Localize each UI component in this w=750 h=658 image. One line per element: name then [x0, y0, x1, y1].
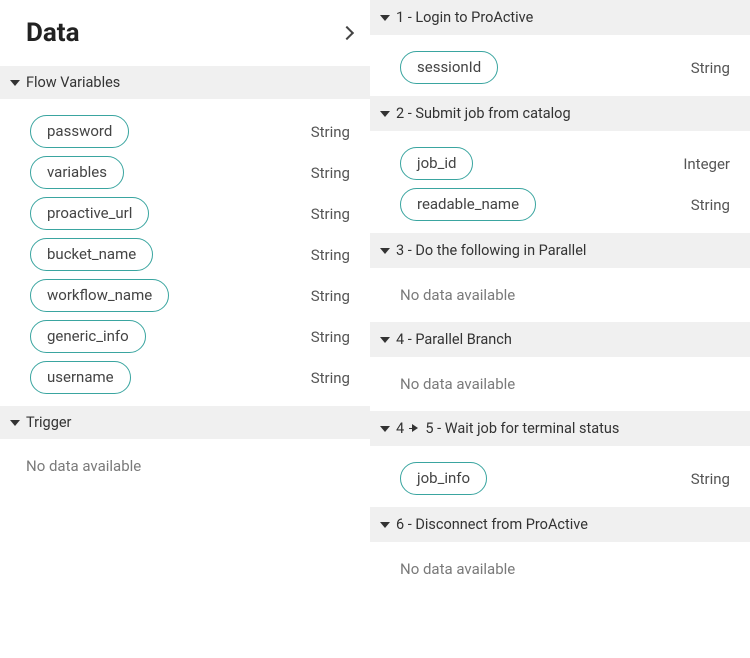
variable-pill[interactable]: generic_info	[30, 320, 146, 353]
variable-type: String	[691, 59, 738, 77]
variable-row: username String	[30, 361, 358, 394]
variable-row: sessionId String	[400, 51, 738, 84]
variable-pill[interactable]: readable_name	[400, 188, 536, 221]
arrow-right-icon	[412, 424, 418, 432]
variable-type: String	[311, 369, 358, 387]
step-variables-list: sessionId String	[370, 35, 750, 96]
empty-message: No data available	[370, 268, 750, 322]
variable-type: String	[311, 287, 358, 305]
variable-type: String	[691, 470, 738, 488]
variable-row: job_info String	[400, 462, 738, 495]
caret-down-icon	[380, 426, 390, 432]
variable-type: Integer	[683, 155, 738, 173]
variable-type: String	[691, 196, 738, 214]
variable-pill[interactable]: workflow_name	[30, 279, 169, 312]
variable-pill[interactable]: sessionId	[400, 51, 498, 84]
caret-down-icon	[380, 15, 390, 21]
step-title: 2 - Submit job from catalog	[396, 105, 571, 122]
variable-pill[interactable]: username	[30, 361, 131, 394]
variable-row: password String	[30, 115, 358, 148]
step-variables-list: job_info String	[370, 446, 750, 507]
empty-message: No data available	[0, 439, 370, 493]
variable-row: proactive_url String	[30, 197, 358, 230]
step-header[interactable]: 4 - Parallel Branch	[370, 322, 750, 357]
panel-header: Data	[0, 0, 370, 66]
section-header-flow-variables[interactable]: Flow Variables	[0, 66, 370, 99]
variable-pill[interactable]: bucket_name	[30, 238, 153, 271]
empty-message: No data available	[370, 542, 750, 596]
variable-type: String	[311, 328, 358, 346]
empty-message: No data available	[370, 357, 750, 411]
step-header[interactable]: 4 5 - Wait job for terminal status	[370, 411, 750, 446]
caret-down-icon	[10, 80, 20, 86]
right-column: 1 - Login to ProActive sessionId String 2 -…	[370, 0, 750, 658]
variable-row: bucket_name String	[30, 238, 358, 271]
left-column: Data Flow Variables passwordStringvariab…	[0, 0, 370, 658]
step-title: 3 - Do the following in Parallel	[396, 242, 586, 259]
variable-pill[interactable]: proactive_url	[30, 197, 149, 230]
step-title: 1 - Login to ProActive	[396, 9, 533, 26]
variable-pill[interactable]: password	[30, 115, 129, 148]
variable-type: String	[311, 164, 358, 182]
step-header[interactable]: 6 - Disconnect from ProActive	[370, 507, 750, 542]
step-title: 4 5 - Wait job for terminal status	[396, 420, 619, 437]
step-header[interactable]: 3 - Do the following in Parallel	[370, 233, 750, 268]
step-header[interactable]: 1 - Login to ProActive	[370, 0, 750, 35]
caret-down-icon	[380, 337, 390, 343]
step-title: 4 - Parallel Branch	[396, 331, 512, 348]
caret-down-icon	[380, 522, 390, 528]
variable-type: String	[311, 205, 358, 223]
section-header-trigger[interactable]: Trigger	[0, 406, 370, 439]
variable-pill[interactable]: job_id	[400, 147, 473, 180]
caret-down-icon	[380, 111, 390, 117]
variable-row: generic_info String	[30, 320, 358, 353]
section-title: Flow Variables	[26, 74, 120, 91]
variable-pill[interactable]: job_info	[400, 462, 487, 495]
caret-down-icon	[380, 248, 390, 254]
step-variables-list: job_id Integer readable_name String	[370, 131, 750, 233]
variable-row: variables String	[30, 156, 358, 189]
step-title: 6 - Disconnect from ProActive	[396, 516, 588, 533]
variable-row: readable_name String	[400, 188, 738, 221]
panel-title: Data	[26, 18, 80, 48]
flow-variables-list: passwordStringvariablesStringproactive_u…	[0, 99, 370, 406]
chevron-right-icon[interactable]	[340, 26, 354, 40]
variable-row: workflow_name String	[30, 279, 358, 312]
step-header[interactable]: 2 - Submit job from catalog	[370, 96, 750, 131]
variable-row: job_id Integer	[400, 147, 738, 180]
variable-type: String	[311, 123, 358, 141]
variable-type: String	[311, 246, 358, 264]
caret-down-icon	[10, 420, 20, 426]
section-title: Trigger	[26, 414, 71, 431]
variable-pill[interactable]: variables	[30, 156, 124, 189]
